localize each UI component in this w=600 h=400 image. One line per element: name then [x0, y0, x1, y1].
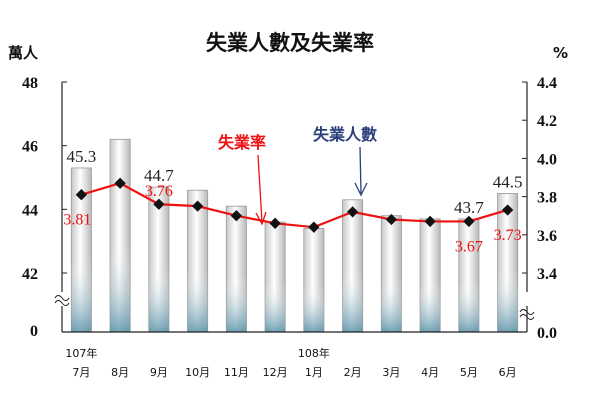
right-tick-label-zero: 0.0 — [537, 325, 557, 342]
left-tick-label: 44 — [22, 202, 38, 219]
category-labels: 7月 8月 9月 10月 11月 12月 1月 2月 3月 4月 5月 6月 107年 108年 — [65, 346, 516, 379]
chart-title: 失業人數及失業率 — [206, 31, 374, 55]
left-axis-unit: 萬人 — [8, 44, 39, 62]
rate-value-label: 3.81 — [63, 212, 91, 229]
bar-shade — [342, 199, 363, 332]
axes — [54, 81, 535, 333]
year-label: 107年 — [65, 346, 97, 360]
bar-value-label: 44.7 — [144, 166, 174, 185]
category-label: 11月 — [224, 366, 249, 379]
rate-value-label: 3.73 — [494, 227, 522, 244]
rate-marker — [153, 198, 165, 210]
left-tick-label-zero: 0 — [30, 323, 38, 340]
rate-marker — [308, 221, 320, 233]
bar-shade — [303, 228, 324, 332]
category-label: 8月 — [111, 366, 129, 379]
bar-value-label: 45.3 — [67, 147, 97, 166]
bar-shade — [110, 139, 131, 332]
data-labels: 45.3 44.7 43.7 44.5 3.81 3.76 3.67 3.73 — [63, 147, 522, 255]
rate-marker — [501, 204, 514, 216]
category-label: 6月 — [499, 366, 517, 379]
right-axis-unit: % — [553, 44, 568, 62]
bar-shade — [265, 222, 286, 332]
rate-value-label: 3.76 — [145, 183, 173, 200]
employment-annotation-label: 失業人數 — [313, 125, 377, 144]
category-label: 2月 — [344, 366, 362, 379]
left-tick-label: 42 — [22, 266, 38, 283]
bar-shade — [420, 218, 441, 332]
rate-annotation-label: 失業率 — [218, 133, 266, 152]
category-label: 9月 — [150, 366, 168, 379]
rate-marker — [230, 210, 243, 222]
bar-value-label: 44.5 — [493, 172, 523, 191]
bar-shade — [148, 187, 169, 332]
right-tick-label: 4.2 — [537, 113, 557, 130]
category-label: 3月 — [382, 366, 400, 379]
rate-value-label: 3.67 — [455, 238, 483, 255]
rate-marker — [191, 200, 204, 212]
bar-shade — [226, 206, 247, 332]
category-label: 1月 — [305, 366, 323, 379]
rate-series — [75, 177, 514, 233]
tick-labels: 42 44 46 48 0 3.4 3.6 3.8 4.0 4.2 4.4 0.0 — [22, 75, 557, 342]
bar-shade — [497, 193, 518, 332]
rate-marker — [424, 215, 436, 228]
category-label: 5月 — [460, 366, 478, 379]
rate-marker — [463, 215, 475, 228]
left-tick-label: 48 — [22, 75, 38, 92]
employment-annotation: 失業人數 — [313, 125, 377, 197]
right-tick-label: 4.0 — [537, 151, 557, 168]
year-label: 108年 — [298, 346, 330, 360]
left-axis-break — [54, 295, 70, 306]
bar-value-label: 43.7 — [454, 198, 484, 217]
bar-series — [70, 138, 519, 333]
rate-line — [81, 182, 508, 229]
rate-marker — [346, 206, 359, 218]
right-tick-label: 3.6 — [537, 228, 557, 245]
category-label: 12月 — [263, 366, 288, 379]
bar-shade — [458, 218, 479, 332]
left-tick-label: 46 — [22, 139, 38, 156]
right-tick-label: 3.8 — [537, 190, 557, 207]
rate-annotation: 失業率 — [218, 133, 267, 226]
right-axis-break — [519, 309, 535, 320]
right-tick-label: 3.4 — [537, 266, 557, 283]
category-label: 7月 — [72, 366, 90, 379]
bar-shade — [71, 167, 92, 332]
right-tick-label: 4.4 — [537, 75, 557, 92]
rate-marker — [269, 217, 281, 229]
category-label: 4月 — [421, 366, 439, 379]
bar-shade — [187, 190, 208, 332]
rate-marker — [385, 213, 398, 226]
category-label: 10月 — [185, 366, 210, 379]
bar-shade — [381, 215, 402, 332]
